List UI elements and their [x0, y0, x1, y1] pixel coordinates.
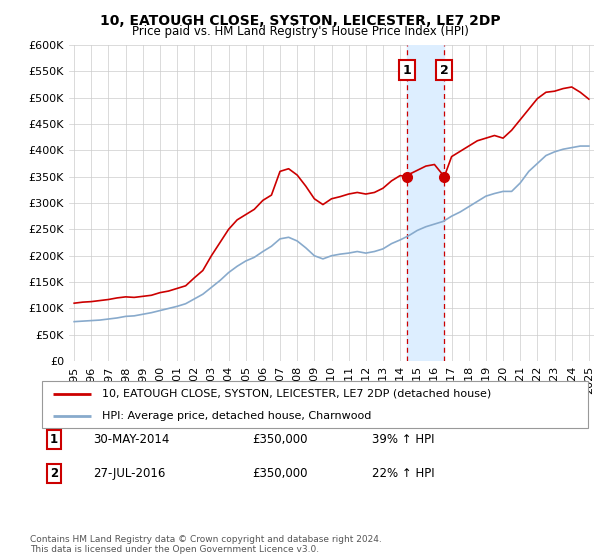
Text: 10, EATOUGH CLOSE, SYSTON, LEICESTER, LE7 2DP: 10, EATOUGH CLOSE, SYSTON, LEICESTER, LE…: [100, 14, 500, 28]
Text: £350,000: £350,000: [252, 466, 308, 480]
Text: 27-JUL-2016: 27-JUL-2016: [93, 466, 166, 480]
Text: 2: 2: [50, 466, 58, 480]
Bar: [407, 45, 445, 361]
Text: 2: 2: [440, 64, 449, 77]
Text: £350,000: £350,000: [252, 433, 308, 446]
Text: 22% ↑ HPI: 22% ↑ HPI: [372, 466, 434, 480]
Text: 1: 1: [50, 433, 58, 446]
Text: 10, EATOUGH CLOSE, SYSTON, LEICESTER, LE7 2DP (detached house): 10, EATOUGH CLOSE, SYSTON, LEICESTER, LE…: [102, 389, 491, 399]
Text: Contains HM Land Registry data © Crown copyright and database right 2024.
This d: Contains HM Land Registry data © Crown c…: [30, 535, 382, 554]
Text: Price paid vs. HM Land Registry's House Price Index (HPI): Price paid vs. HM Land Registry's House …: [131, 25, 469, 38]
Text: 39% ↑ HPI: 39% ↑ HPI: [372, 433, 434, 446]
Text: 1: 1: [403, 64, 412, 77]
Text: 30-MAY-2014: 30-MAY-2014: [93, 433, 169, 446]
Text: HPI: Average price, detached house, Charnwood: HPI: Average price, detached house, Char…: [102, 410, 371, 421]
FancyBboxPatch shape: [42, 381, 588, 428]
